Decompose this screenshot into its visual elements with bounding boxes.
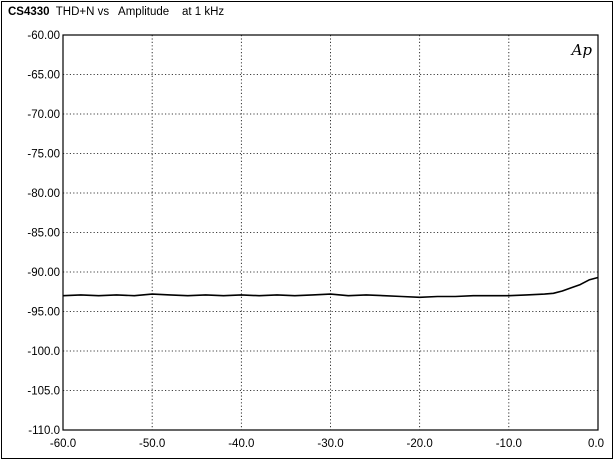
chart-title-model: CS4330 bbox=[8, 6, 50, 18]
x-tick-labels: -60.0 -50.0 -40.0 -30.0 -20.0 -10.0 0.0 bbox=[50, 438, 604, 450]
chart-title-text: THD+N vs Amplitude at 1 kHz bbox=[49, 6, 225, 18]
y-tick-label: -110.0 bbox=[28, 425, 60, 437]
x-tick-label: 0.0 bbox=[588, 438, 604, 450]
y-tick-label: -60.00 bbox=[27, 30, 60, 42]
series-group bbox=[62, 276, 599, 299]
y-tick-label: -105.0 bbox=[27, 386, 60, 398]
y-tick-label: -75.00 bbox=[27, 149, 60, 161]
x-tick-label: -10.0 bbox=[496, 438, 522, 450]
x-tick-label: -60.0 bbox=[50, 438, 76, 450]
grid bbox=[63, 35, 598, 430]
y-tick-label: -70.00 bbox=[27, 109, 60, 121]
y-tick-label: -100.0 bbox=[27, 346, 60, 358]
plot-border bbox=[62, 34, 599, 431]
x-tick-label: -30.0 bbox=[317, 438, 343, 450]
chart-title: CS4330 THD+N vs Amplitude at 1 kHz bbox=[8, 6, 224, 18]
x-tick-label: -50.0 bbox=[139, 438, 165, 450]
y-tick-label: -90.00 bbox=[27, 267, 60, 279]
y-tick-label: -80.00 bbox=[27, 188, 60, 200]
series-line-0 bbox=[62, 276, 599, 299]
ap-logo: Ap bbox=[570, 41, 593, 59]
y-tick-labels: -60.00 -65.00 -70.00 -75.00 -80.00 -85.00 -90.… bbox=[27, 30, 60, 437]
y-tick-label: -65.00 bbox=[27, 70, 60, 82]
x-tick-label: -40.0 bbox=[228, 438, 254, 450]
x-tick-label: -20.0 bbox=[407, 438, 433, 450]
y-tick-label: -85.00 bbox=[27, 228, 60, 240]
y-tick-label: -95.00 bbox=[27, 307, 60, 319]
